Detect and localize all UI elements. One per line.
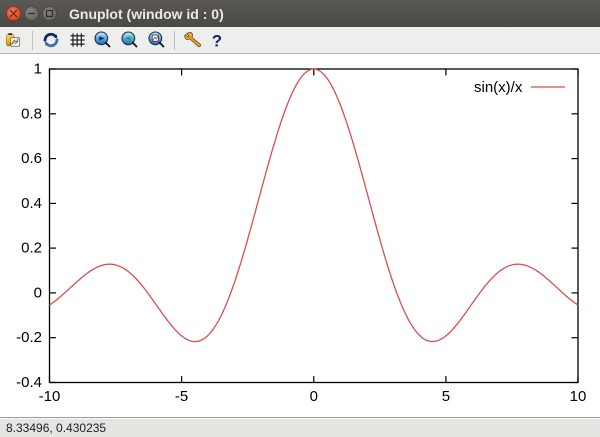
svg-text:0: 0 bbox=[310, 388, 318, 405]
svg-text:sin(x)/x: sin(x)/x bbox=[474, 79, 523, 96]
svg-text:0.4: 0.4 bbox=[21, 195, 42, 212]
svg-text:-5: -5 bbox=[175, 388, 188, 405]
svg-text:?: ? bbox=[212, 31, 222, 50]
svg-text:0.8: 0.8 bbox=[21, 105, 42, 122]
svg-text:0.6: 0.6 bbox=[21, 150, 42, 167]
svg-text:-0.2: -0.2 bbox=[16, 329, 42, 346]
svg-text:1: 1 bbox=[34, 61, 42, 78]
svg-text:5: 5 bbox=[442, 388, 450, 405]
svg-text:0.2: 0.2 bbox=[21, 240, 42, 257]
svg-text:10: 10 bbox=[570, 388, 587, 405]
svg-text:-10: -10 bbox=[39, 388, 61, 405]
svg-text:0: 0 bbox=[34, 284, 42, 301]
